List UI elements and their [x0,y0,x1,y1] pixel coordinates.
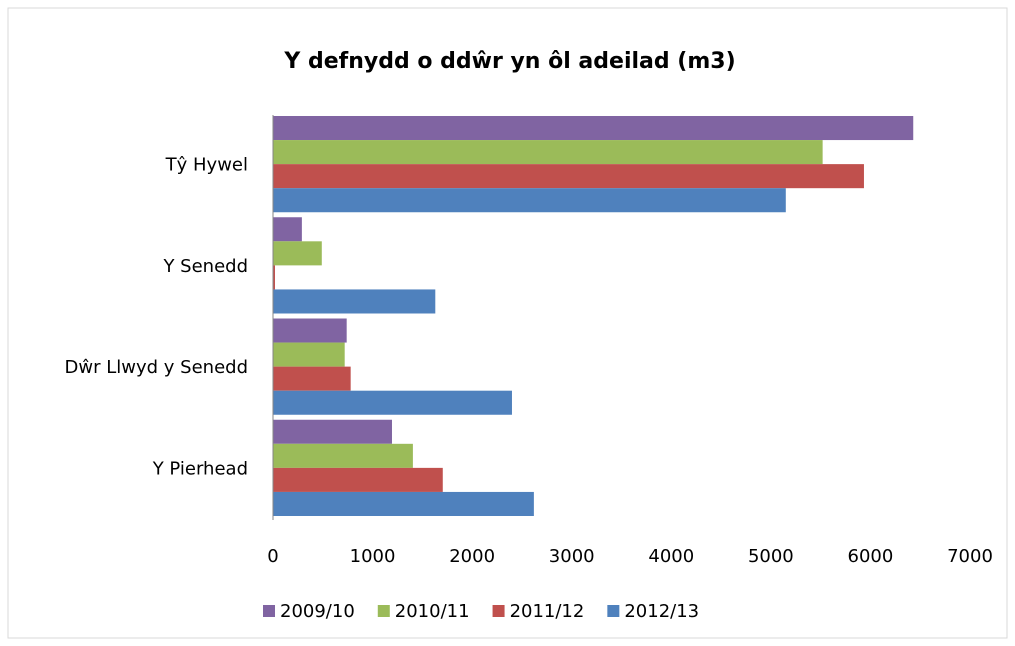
x-tick-label: 1000 [350,546,396,567]
y-tick-label: Dŵr Llwyd y Senedd [65,357,248,378]
bar [273,116,914,141]
chart-title: Y defnydd o ddŵr yn ôl adeilad (m3) [283,49,735,74]
bar [273,443,413,468]
x-tick-label: 7000 [947,546,993,567]
bar [273,140,823,165]
bar [273,188,786,213]
legend-label: 2011/12 [510,601,585,622]
x-tick-label: 4000 [648,546,694,567]
bar [273,467,443,492]
x-tick-label: 6000 [848,546,894,567]
x-tick-label: 5000 [748,546,794,567]
legend-swatch [263,605,275,617]
bar [273,265,275,290]
bar [273,289,436,314]
chart-frame [7,7,1008,639]
legend-label: 2010/11 [395,601,470,622]
legend-swatch [377,605,390,617]
x-tick-label: 2000 [449,546,495,567]
bar [273,342,345,367]
bar [273,390,512,415]
bar [273,366,351,391]
legend-label: 2012/13 [624,601,699,622]
y-tick-label: Y Pierhead [152,458,248,479]
bar [273,318,347,343]
y-tick-label: Y Senedd [162,256,248,277]
bar [273,164,864,189]
x-tick-label: 0 [267,546,278,567]
x-tick-label: 3000 [549,546,595,567]
legend-label: 2009/10 [280,601,355,622]
bar [273,491,534,516]
bar [273,217,302,242]
bar [273,419,392,444]
legend-swatch [607,605,620,617]
y-tick-label: Tŷ Hywel [165,155,248,176]
legend-swatch [492,605,505,617]
bar [273,241,322,266]
